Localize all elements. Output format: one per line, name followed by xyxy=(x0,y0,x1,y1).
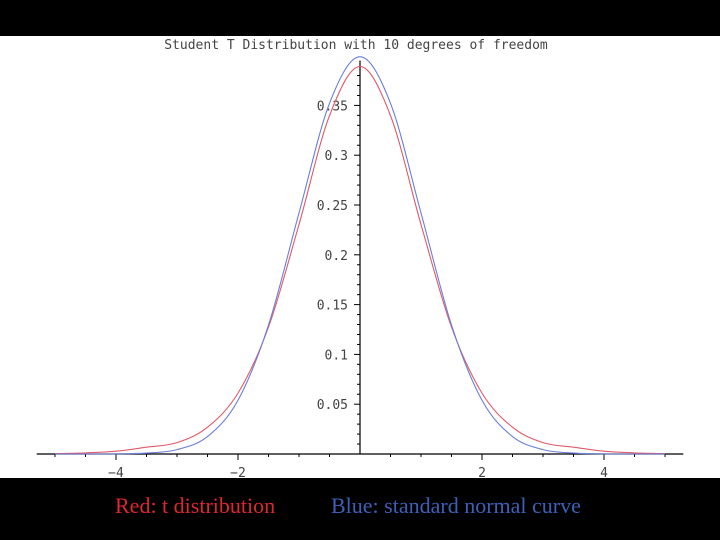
y-tick-label: 0.25 xyxy=(317,199,348,214)
y-tick-label: 0.1 xyxy=(325,348,348,363)
y-tick-label: 0.05 xyxy=(317,398,348,413)
y-tick-label: 0.2 xyxy=(325,249,348,264)
y-tick-label: 0.15 xyxy=(317,299,348,314)
x-tick-label: 4 xyxy=(600,466,608,478)
axes: −4 −2 2 4 0.05 0.1 0.15 0.2 0.25 0.3 0.35 xyxy=(36,60,684,478)
x-tick-label: −4 xyxy=(108,466,124,478)
series-layer xyxy=(54,56,666,455)
caption-bar: Red: t distribution Blue: standard norma… xyxy=(0,478,720,540)
t-distribution-chart: Student T Distribution with 10 degrees o… xyxy=(36,38,684,478)
normal-curve xyxy=(54,56,666,455)
y-tick-label: 0.35 xyxy=(317,99,348,114)
x-tick-label: 2 xyxy=(478,466,486,478)
chart-area: Student T Distribution with 10 degrees o… xyxy=(0,36,720,478)
chart-title: Student T Distribution with 10 degrees o… xyxy=(164,38,548,53)
y-tick-label: 0.3 xyxy=(325,149,348,164)
x-tick-label: −2 xyxy=(230,466,246,478)
red-series-caption: Red: t distribution xyxy=(115,493,276,518)
t-distribution-curve xyxy=(54,65,666,455)
blue-series-caption: Blue: standard normal curve xyxy=(331,493,581,518)
